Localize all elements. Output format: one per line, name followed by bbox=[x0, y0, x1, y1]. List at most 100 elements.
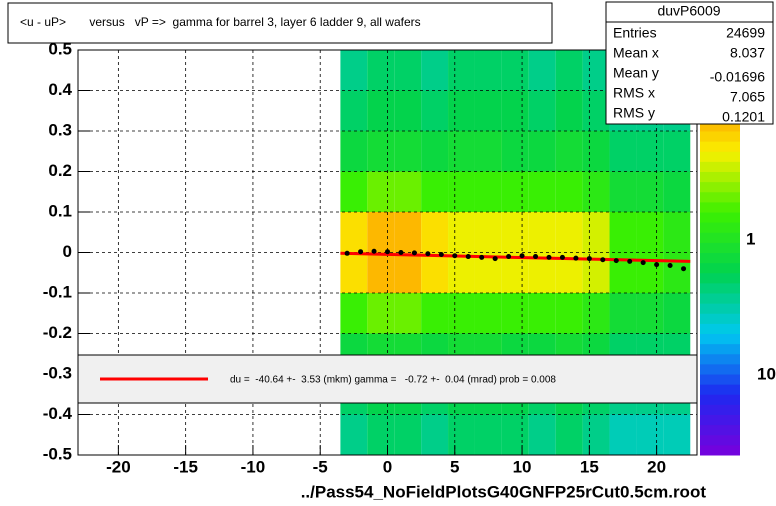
heat-cell bbox=[367, 293, 395, 334]
profile-point bbox=[546, 254, 552, 260]
profile-point bbox=[344, 250, 350, 256]
profile-point bbox=[681, 266, 687, 272]
stats-label: RMS y bbox=[613, 105, 655, 121]
heat-cell bbox=[582, 293, 610, 334]
heat-cell bbox=[636, 414, 664, 455]
x-tick-label: -20 bbox=[106, 457, 131, 476]
heat-cell bbox=[394, 90, 422, 131]
heat-cell bbox=[367, 252, 395, 293]
heat-cell bbox=[367, 50, 395, 91]
palette-step bbox=[700, 424, 740, 436]
heat-cell bbox=[448, 414, 475, 455]
x-axis-label: ../Pass54_NoFieldPlotsG40GNFP25rCut0.5cm… bbox=[301, 482, 707, 501]
palette-step bbox=[700, 191, 740, 203]
palette-step bbox=[700, 181, 740, 193]
heat-cell bbox=[367, 171, 395, 212]
palette-step bbox=[700, 141, 740, 152]
heat-cell bbox=[582, 414, 610, 455]
palette-step bbox=[700, 222, 740, 233]
heat-cell bbox=[528, 212, 556, 253]
heat-cell bbox=[663, 414, 691, 455]
y-tick-label: -0.1 bbox=[43, 282, 72, 301]
heat-cell bbox=[528, 131, 556, 172]
heat-cell bbox=[474, 50, 502, 91]
heat-cell bbox=[448, 50, 475, 91]
palette-step bbox=[700, 151, 740, 162]
palette-step bbox=[700, 171, 740, 183]
heat-cell bbox=[501, 293, 529, 334]
heat-cell bbox=[448, 171, 475, 212]
profile-point bbox=[358, 249, 364, 255]
palette-step bbox=[700, 131, 740, 142]
heat-cell bbox=[663, 131, 691, 172]
heat-cell bbox=[367, 131, 395, 172]
heat-cell bbox=[474, 90, 502, 131]
title-box bbox=[7, 2, 553, 44]
heat-cell bbox=[367, 212, 395, 253]
y-tick-label: 0.2 bbox=[48, 161, 72, 180]
palette-step bbox=[700, 353, 740, 365]
heat-cell bbox=[528, 90, 556, 131]
x-tick-label: 5 bbox=[450, 457, 459, 476]
heat-cell bbox=[340, 414, 368, 455]
palette-step bbox=[700, 323, 740, 334]
heat-cell bbox=[609, 293, 637, 334]
heat-cell bbox=[340, 171, 368, 212]
y-tick-label: 0.5 bbox=[48, 39, 72, 58]
stats-value: 8.037 bbox=[730, 45, 765, 61]
palette-step bbox=[700, 444, 740, 456]
stats-value: 24699 bbox=[726, 25, 765, 41]
palette-step bbox=[700, 293, 740, 304]
heat-cell bbox=[555, 212, 583, 253]
heat-cell bbox=[501, 131, 529, 172]
heat-cell bbox=[501, 414, 529, 455]
heat-cell bbox=[448, 90, 475, 131]
heat-cell bbox=[636, 131, 664, 172]
profile-point bbox=[465, 254, 471, 260]
stats-value: 0.1201 bbox=[722, 109, 765, 125]
palette-step bbox=[700, 333, 740, 345]
heat-cell bbox=[663, 212, 691, 253]
heat-cell bbox=[340, 293, 368, 334]
heat-cell bbox=[394, 171, 422, 212]
x-tick-label: 20 bbox=[647, 457, 666, 476]
profile-point bbox=[398, 250, 404, 255]
heat-cell bbox=[663, 252, 691, 293]
heat-cell bbox=[448, 131, 475, 172]
heat-cell bbox=[555, 171, 583, 212]
profile-point bbox=[627, 258, 633, 264]
heat-cell bbox=[340, 131, 368, 172]
heat-cell bbox=[474, 171, 502, 212]
heat-cell bbox=[394, 50, 422, 91]
heat-cell bbox=[340, 212, 368, 253]
heat-cell bbox=[421, 212, 449, 253]
heat-cell bbox=[582, 90, 610, 131]
heat-cell bbox=[340, 90, 368, 131]
heat-cell bbox=[501, 171, 529, 212]
y-tick-label: -0.4 bbox=[43, 404, 73, 423]
heat-cell bbox=[501, 212, 529, 253]
profile-point bbox=[479, 254, 485, 260]
heat-cell bbox=[340, 50, 368, 91]
heat-cell bbox=[340, 252, 368, 293]
profile-point bbox=[573, 255, 579, 261]
heat-cell bbox=[474, 414, 502, 455]
heat-cell bbox=[367, 90, 395, 131]
profile-point bbox=[600, 257, 606, 263]
y-tick-label: -0.5 bbox=[43, 444, 72, 463]
stats-title: duvP6009 bbox=[657, 3, 720, 19]
colorbar-label: 1 bbox=[746, 229, 755, 248]
palette-step bbox=[700, 272, 740, 284]
palette-step bbox=[700, 242, 740, 253]
profile-point bbox=[425, 251, 431, 257]
heat-cell bbox=[582, 131, 610, 172]
heat-cell bbox=[421, 50, 449, 91]
palette-step bbox=[700, 374, 740, 385]
stats-value: 7.065 bbox=[730, 89, 765, 105]
heat-cell bbox=[394, 414, 422, 455]
x-tick-label: 0 bbox=[383, 457, 392, 476]
heat-cell bbox=[394, 252, 422, 293]
heat-cell bbox=[501, 50, 529, 91]
stats-label: Mean y bbox=[613, 65, 659, 81]
